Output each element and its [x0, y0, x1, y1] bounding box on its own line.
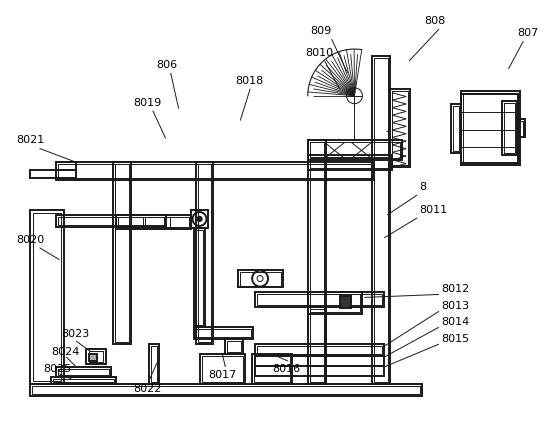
Bar: [310, 309, 324, 382]
Bar: [463, 93, 518, 163]
Text: 8025: 8025: [43, 364, 72, 374]
Bar: [308, 307, 326, 384]
Bar: [52, 377, 116, 384]
Text: 8019: 8019: [133, 98, 161, 108]
Bar: [257, 295, 383, 306]
Bar: [255, 292, 384, 307]
Bar: [308, 155, 392, 170]
Bar: [193, 228, 206, 327]
Bar: [308, 292, 362, 314]
Text: 8022: 8022: [133, 384, 161, 394]
Bar: [202, 356, 243, 382]
Text: 8020: 8020: [16, 235, 45, 245]
Bar: [225, 339, 243, 354]
Bar: [503, 101, 517, 155]
Text: 806: 806: [156, 60, 177, 70]
Bar: [54, 379, 114, 382]
Text: 807: 807: [517, 28, 539, 38]
Text: 808: 808: [424, 16, 446, 26]
Bar: [59, 369, 109, 375]
Text: 8: 8: [419, 182, 426, 192]
Bar: [30, 210, 64, 384]
Bar: [89, 354, 97, 361]
Bar: [392, 91, 408, 165]
Bar: [255, 356, 384, 366]
Bar: [374, 58, 388, 382]
Circle shape: [257, 276, 263, 281]
Bar: [257, 346, 383, 354]
Bar: [164, 217, 189, 227]
Text: 8021: 8021: [16, 135, 45, 146]
Bar: [240, 272, 281, 286]
Bar: [151, 346, 157, 382]
Bar: [115, 164, 129, 342]
Bar: [149, 344, 159, 384]
Bar: [86, 349, 106, 364]
Bar: [59, 217, 164, 225]
Text: 8012: 8012: [441, 284, 469, 295]
Bar: [451, 104, 461, 153]
Bar: [116, 215, 191, 229]
Bar: [390, 89, 410, 167]
Bar: [56, 162, 374, 180]
Bar: [30, 170, 76, 178]
Bar: [227, 341, 241, 352]
Text: 8014: 8014: [441, 317, 469, 327]
Bar: [310, 143, 324, 382]
Bar: [254, 356, 290, 382]
Bar: [255, 344, 384, 356]
Bar: [308, 141, 402, 160]
Text: 8024: 8024: [52, 347, 80, 357]
Bar: [196, 230, 203, 325]
Bar: [238, 270, 283, 287]
Bar: [145, 217, 170, 227]
Bar: [517, 119, 526, 138]
Text: 8011: 8011: [419, 205, 447, 215]
Bar: [461, 94, 518, 163]
Circle shape: [197, 216, 202, 222]
Bar: [191, 210, 208, 228]
Bar: [201, 354, 245, 384]
Bar: [310, 143, 400, 158]
Text: 8016: 8016: [272, 364, 300, 374]
Bar: [56, 215, 165, 227]
Bar: [196, 162, 213, 344]
Bar: [197, 164, 212, 342]
Text: 8013: 8013: [441, 301, 469, 311]
Bar: [308, 141, 326, 384]
Text: 8018: 8018: [235, 76, 264, 86]
Bar: [310, 157, 390, 168]
Bar: [113, 162, 131, 344]
Bar: [453, 106, 459, 151]
Bar: [56, 367, 111, 377]
Bar: [193, 327, 253, 339]
Bar: [461, 91, 521, 165]
Text: 8023: 8023: [61, 329, 90, 339]
Bar: [520, 121, 523, 135]
Text: 809: 809: [310, 26, 331, 36]
Bar: [59, 164, 372, 178]
Bar: [505, 103, 516, 153]
Bar: [30, 384, 422, 396]
Bar: [252, 354, 292, 384]
Text: 8010: 8010: [305, 48, 333, 58]
Text: 8015: 8015: [441, 334, 469, 344]
Bar: [310, 295, 361, 312]
Bar: [372, 56, 390, 384]
Bar: [118, 217, 143, 227]
Bar: [32, 386, 420, 394]
Text: 8017: 8017: [208, 370, 237, 380]
Bar: [32, 213, 61, 381]
Bar: [89, 351, 103, 362]
Bar: [196, 329, 251, 337]
Bar: [255, 366, 384, 376]
Bar: [340, 296, 351, 308]
Bar: [56, 162, 76, 170]
